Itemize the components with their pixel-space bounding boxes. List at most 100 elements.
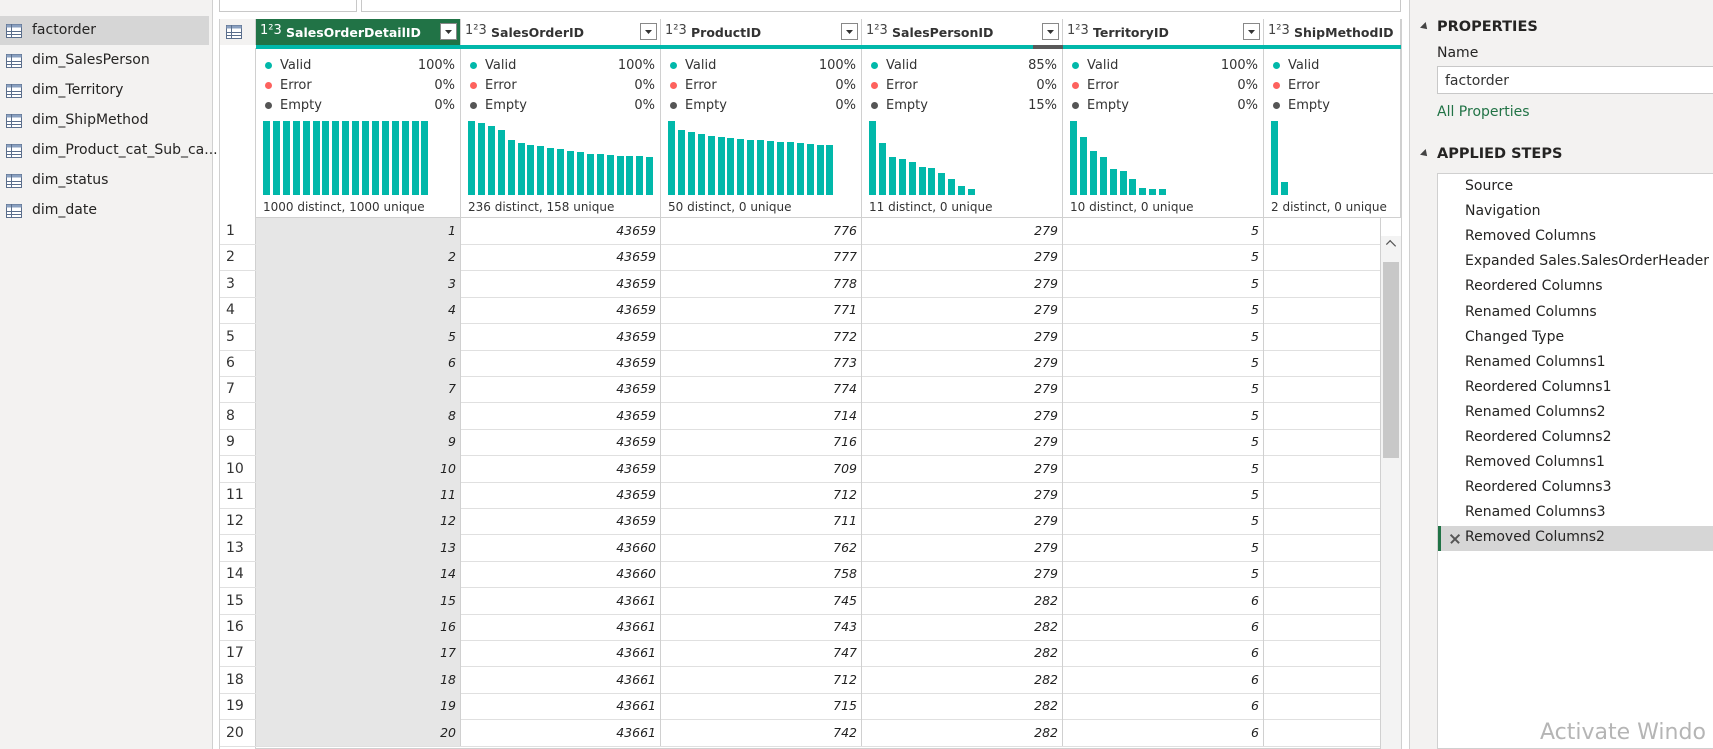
data-cell[interactable]: 747 — [661, 640, 862, 667]
link[interactable]: All Properties — [1437, 104, 1530, 120]
data-cell[interactable]: 18 — [256, 666, 461, 694]
data-cell[interactable]: 16 — [256, 614, 461, 641]
column-header[interactable] — [1063, 19, 1264, 45]
applied-step[interactable]: Renamed Columns — [1465, 303, 1597, 320]
data-cell[interactable]: 11 — [256, 482, 461, 509]
applied-step[interactable]: Navigation — [1465, 203, 1541, 220]
data-cell[interactable]: 6 — [1063, 666, 1264, 694]
applied-step[interactable]: Expanded Sales.SalesOrderHeader — [1465, 253, 1710, 270]
data-cell[interactable]: 43660 — [461, 534, 661, 562]
data-cell[interactable]: 43659 — [461, 429, 661, 456]
data-cell[interactable]: 5 — [256, 323, 461, 350]
data-cell[interactable]: 714 — [661, 402, 862, 430]
data-cell[interactable]: 9 — [256, 429, 461, 456]
data-cell[interactable]: 279 — [862, 508, 1063, 535]
query-item[interactable]: dim_Territory — [32, 82, 124, 98]
data-cell[interactable]: 43659 — [461, 508, 661, 535]
data-cell[interactable]: 15 — [256, 587, 461, 614]
applied-step[interactable]: Reordered Columns3 — [1465, 479, 1612, 496]
data-cell[interactable]: 10 — [256, 455, 461, 482]
column-header[interactable] — [461, 19, 661, 45]
data-cell[interactable]: 43659 — [461, 376, 661, 403]
data-cell[interactable]: 6 — [1063, 693, 1264, 720]
column-dropdown[interactable] — [640, 23, 657, 40]
data-cell[interactable]: 12 — [256, 508, 461, 535]
data-cell[interactable]: 282 — [862, 666, 1063, 694]
data-cell[interactable]: 6 — [1063, 719, 1264, 746]
data-cell[interactable]: 8 — [256, 402, 461, 430]
data-cell[interactable]: 43659 — [461, 350, 661, 377]
data-cell[interactable]: 742 — [661, 719, 862, 746]
data-cell[interactable]: 282 — [862, 640, 1063, 667]
scrollbar-thumb[interactable] — [1383, 262, 1399, 458]
applied-step[interactable]: Removed Columns — [1465, 228, 1597, 245]
data-cell[interactable]: 43660 — [461, 561, 661, 588]
data-cell[interactable]: 6 — [1063, 640, 1264, 667]
column-dropdown[interactable] — [1042, 23, 1059, 40]
data-cell[interactable]: 5 — [1063, 297, 1264, 324]
data-cell[interactable]: 5 — [1063, 244, 1264, 271]
data-cell[interactable]: 43659 — [461, 270, 661, 298]
data-cell[interactable]: 778 — [661, 270, 862, 298]
data-cell[interactable]: 743 — [661, 614, 862, 641]
data-cell[interactable]: 5 — [1063, 402, 1264, 430]
data-cell[interactable]: 282 — [862, 719, 1063, 746]
data-cell[interactable]: 279 — [862, 244, 1063, 271]
data-cell[interactable]: 43659 — [461, 482, 661, 509]
data-cell[interactable]: 279 — [862, 297, 1063, 324]
data-cell[interactable]: 43661 — [461, 666, 661, 694]
data-cell[interactable]: 282 — [862, 587, 1063, 614]
applied-step[interactable]: Removed Columns1 — [1465, 454, 1605, 471]
data-cell[interactable]: 776 — [661, 218, 862, 245]
data-cell[interactable]: 709 — [661, 455, 862, 482]
data-cell[interactable]: 282 — [862, 693, 1063, 720]
applied-step[interactable]: Renamed Columns3 — [1465, 504, 1606, 521]
data-cell[interactable]: 1 — [256, 218, 461, 245]
column-dropdown[interactable] — [440, 23, 457, 40]
data-cell[interactable]: 712 — [661, 482, 862, 509]
data-cell[interactable]: 279 — [862, 376, 1063, 403]
name-input[interactable]: factorder — [1437, 66, 1713, 94]
data-cell[interactable]: 279 — [862, 429, 1063, 456]
query-item[interactable]: factorder — [32, 22, 97, 38]
applied-step[interactable]: Renamed Columns1 — [1465, 353, 1606, 370]
data-cell[interactable]: 745 — [661, 587, 862, 614]
data-cell[interactable]: 5 — [1063, 323, 1264, 350]
data-cell[interactable]: 773 — [661, 350, 862, 377]
data-cell[interactable]: 774 — [661, 376, 862, 403]
data-cell[interactable]: 43659 — [461, 218, 661, 245]
data-cell[interactable]: 762 — [661, 534, 862, 562]
query-item[interactable]: dim_date — [32, 202, 97, 218]
data-cell[interactable]: 771 — [661, 297, 862, 324]
data-cell[interactable]: 6 — [256, 350, 461, 377]
data-cell[interactable]: 279 — [862, 482, 1063, 509]
data-cell[interactable]: 6 — [1063, 614, 1264, 641]
data-cell[interactable]: 43659 — [461, 455, 661, 482]
data-cell[interactable]: 712 — [661, 666, 862, 694]
data-cell[interactable]: 43659 — [461, 297, 661, 324]
data-cell[interactable]: 279 — [862, 270, 1063, 298]
data-cell[interactable]: 17 — [256, 640, 461, 667]
query-item[interactable]: dim_SalesPerson — [32, 52, 150, 68]
data-cell[interactable]: 3 — [256, 270, 461, 298]
data-cell[interactable]: 43659 — [461, 402, 661, 430]
applied-step[interactable]: Reordered Columns2 — [1465, 429, 1612, 445]
data-cell[interactable]: 43659 — [461, 244, 661, 271]
data-cell[interactable]: 5 — [1063, 218, 1264, 245]
data-cell[interactable]: 43659 — [461, 323, 661, 350]
data-cell[interactable]: 6 — [1063, 587, 1264, 614]
data-cell[interactable]: 758 — [661, 561, 862, 588]
data-cell[interactable]: 279 — [862, 350, 1063, 377]
query-item[interactable]: dim_ShipMethod — [32, 112, 149, 128]
data-cell[interactable]: 43661 — [461, 587, 661, 614]
data-cell[interactable]: 7 — [256, 376, 461, 403]
data-cell[interactable]: 279 — [862, 455, 1063, 482]
column-dropdown[interactable] — [841, 23, 858, 40]
applied-step[interactable]: Changed Type — [1465, 328, 1565, 345]
data-cell[interactable]: 711 — [661, 508, 862, 535]
column-header[interactable] — [1264, 19, 1401, 45]
applied-step[interactable]: Reordered Columns1 — [1465, 378, 1612, 395]
data-cell[interactable]: 5 — [1063, 429, 1264, 456]
data-cell[interactable]: 279 — [862, 402, 1063, 430]
column-header[interactable] — [862, 19, 1063, 45]
